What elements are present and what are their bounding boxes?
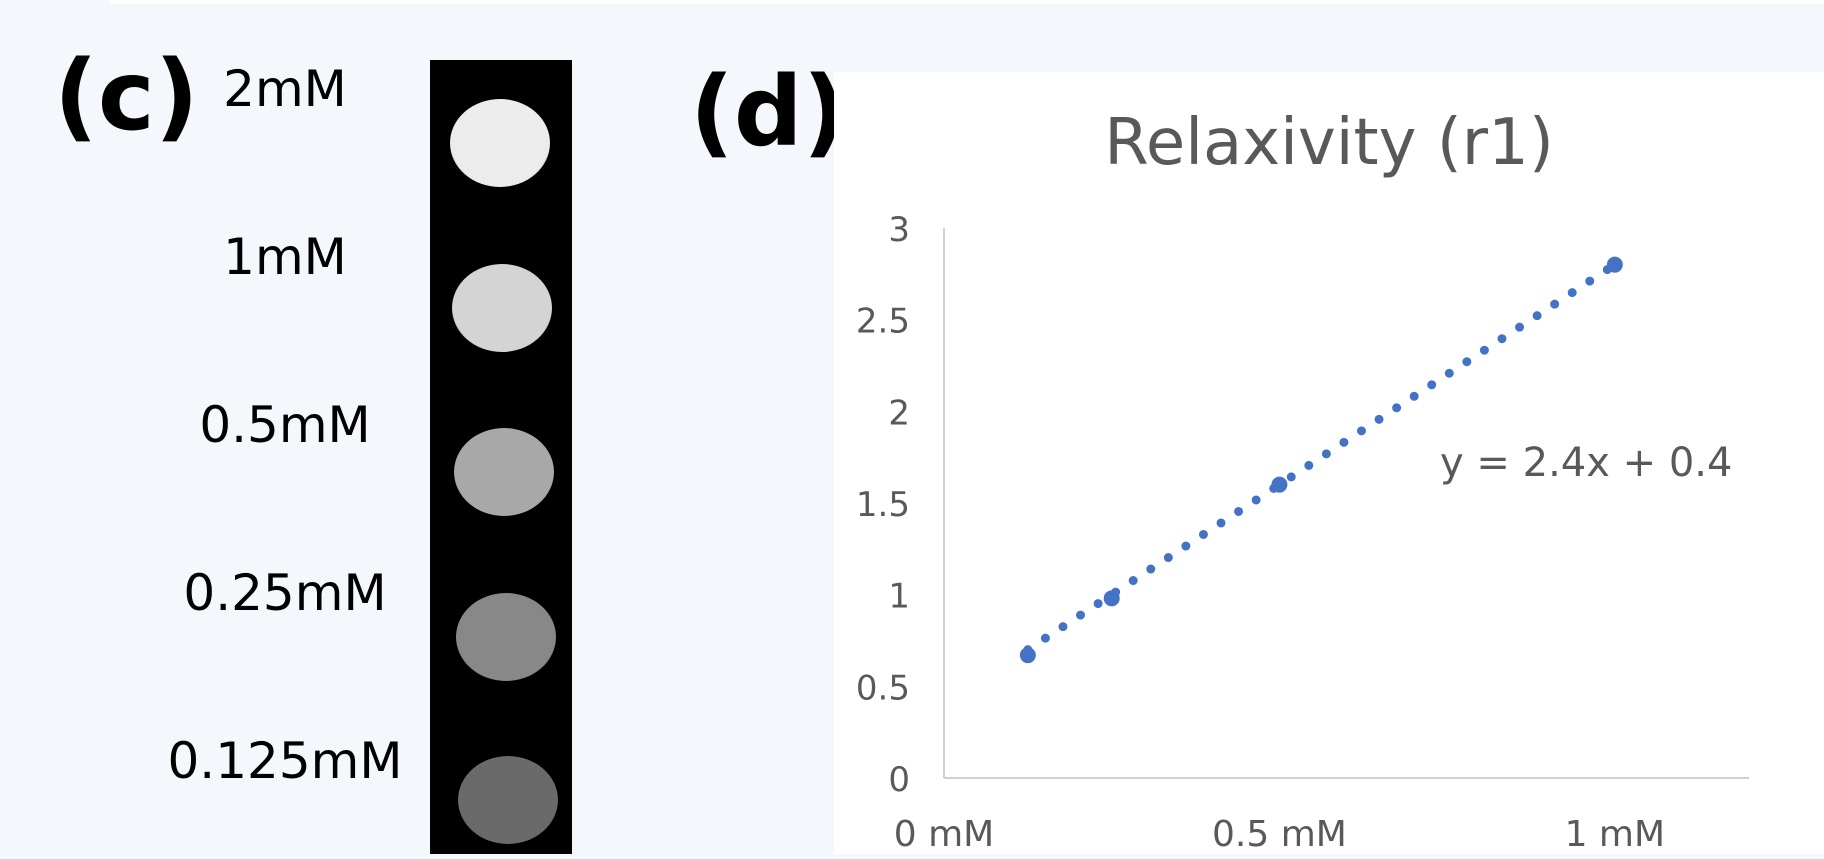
top-strip (110, 0, 1824, 4)
concentration-label: 2mM (223, 60, 347, 118)
phantom-vial (450, 99, 550, 187)
phantom-vial (456, 593, 556, 681)
y-tick-label: 1 (888, 577, 910, 617)
y-tick-label: 0.5 (856, 668, 910, 708)
x-tick-label: 1 mM (1565, 814, 1665, 854)
y-tick-label: 2 (888, 393, 910, 433)
concentration-label: 0.25mM (183, 564, 387, 622)
y-tick-label: 1.5 (856, 485, 910, 525)
panel-d-label: (d) (690, 56, 847, 168)
x-tick-label: 0 mM (894, 814, 994, 854)
trendline (1023, 260, 1620, 655)
y-tick-label: 0 (888, 760, 910, 800)
panel-c-label: (c) (54, 40, 199, 152)
data-point (1271, 476, 1288, 493)
concentration-label: 0.125mM (167, 732, 403, 790)
data-point (1019, 647, 1036, 664)
data-point (1606, 256, 1623, 273)
x-tick-label: 0.5 mM (1212, 814, 1347, 854)
y-tick-label: 3 (888, 210, 910, 250)
phantom-vial (458, 756, 558, 844)
phantom-vial (454, 428, 554, 516)
trendline-equation: y = 2.4x + 0.4 (1440, 440, 1732, 486)
data-point (1103, 590, 1120, 607)
concentration-label: 0.5mM (199, 396, 371, 454)
relaxivity-chart-panel: Relaxivity (r1) 0 0.5 1 1.5 2 2.5 3 0 mM 0.5 mM 1… (834, 72, 1824, 855)
mri-phantom-image (430, 60, 572, 854)
y-tick-label: 2.5 (856, 302, 910, 342)
concentration-label: 1mM (223, 228, 347, 286)
phantom-vial (452, 264, 552, 352)
relaxivity-chart: 0 0.5 1 1.5 2 2.5 3 0 mM 0.5 mM 1 mM y = 2.4x + 0.… (856, 210, 1749, 855)
chart-title: Relaxivity (r1) (1104, 106, 1554, 180)
